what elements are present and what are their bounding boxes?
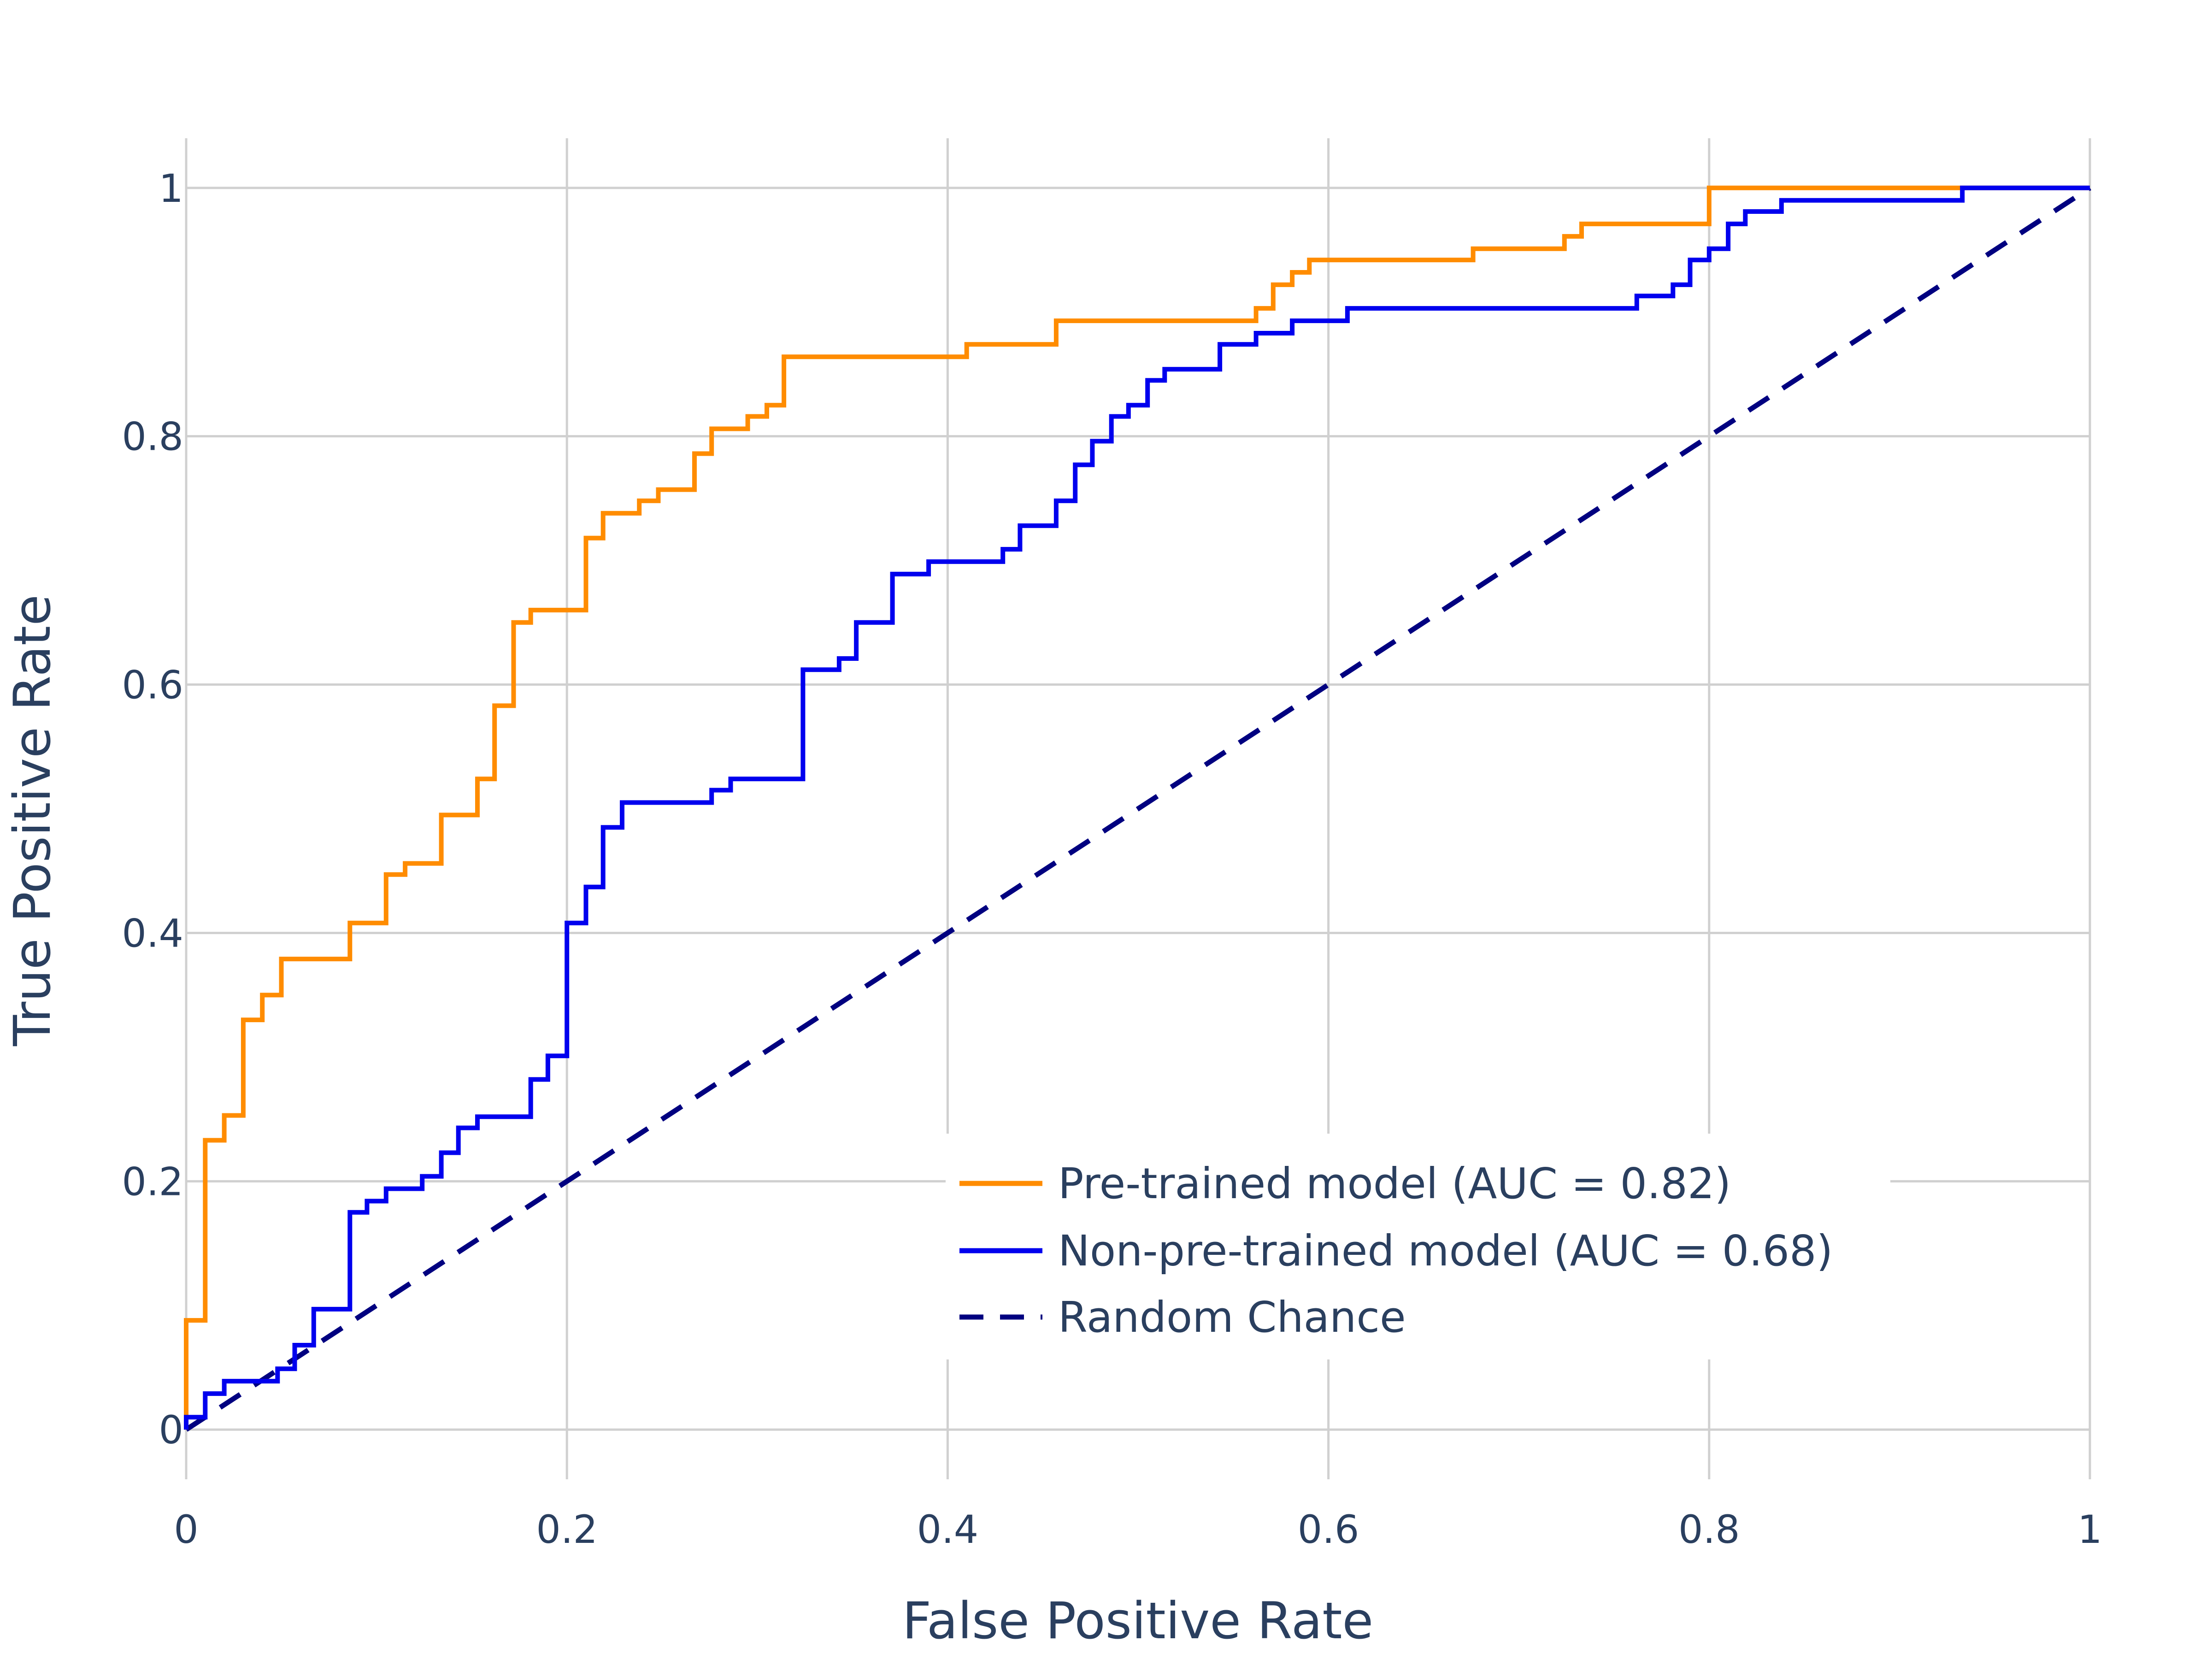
x-tick-label: 0.4: [917, 1507, 979, 1552]
series-lines: [184, 185, 2092, 1432]
x-tick-label: 1: [2077, 1507, 2102, 1552]
x-axis-title: False Positive Rate: [902, 1591, 1373, 1650]
tick-labels: 0 0.2 0.4 0.6 0.8 1 0 0.2 0.4 0.6 0.8 1: [122, 166, 2102, 1552]
legend: Pre-trained model (AUC = 0.82) Non-pre-tr…: [946, 1134, 1890, 1359]
series-line-2: [184, 186, 2092, 1432]
legend-label-2: Random Chance: [1058, 1293, 1406, 1342]
x-tick-label: 0.8: [1678, 1507, 1740, 1552]
y-tick-label: 0.2: [122, 1159, 183, 1204]
grid-lines: [185, 138, 2091, 1479]
legend-label-0: Pre-trained model (AUC = 0.82): [1058, 1159, 1731, 1208]
x-tick-label: 0.2: [536, 1507, 598, 1552]
x-tick-label: 0: [174, 1507, 198, 1552]
y-tick-label: 0: [159, 1407, 183, 1453]
y-tick-label: 0.8: [122, 414, 183, 459]
series-line-0: [184, 185, 2090, 1430]
legend-background: [946, 1134, 1890, 1359]
series-line-1: [184, 185, 2090, 1430]
legend-label-1: Non-pre-trained model (AUC = 0.68): [1058, 1226, 1833, 1276]
y-tick-label: 0.4: [122, 911, 183, 956]
y-tick-label: 0.6: [122, 663, 183, 708]
x-tick-label: 0.6: [1298, 1507, 1359, 1552]
y-axis-title: True Positive Rate: [3, 594, 62, 1047]
y-tick-label: 1: [159, 166, 183, 211]
